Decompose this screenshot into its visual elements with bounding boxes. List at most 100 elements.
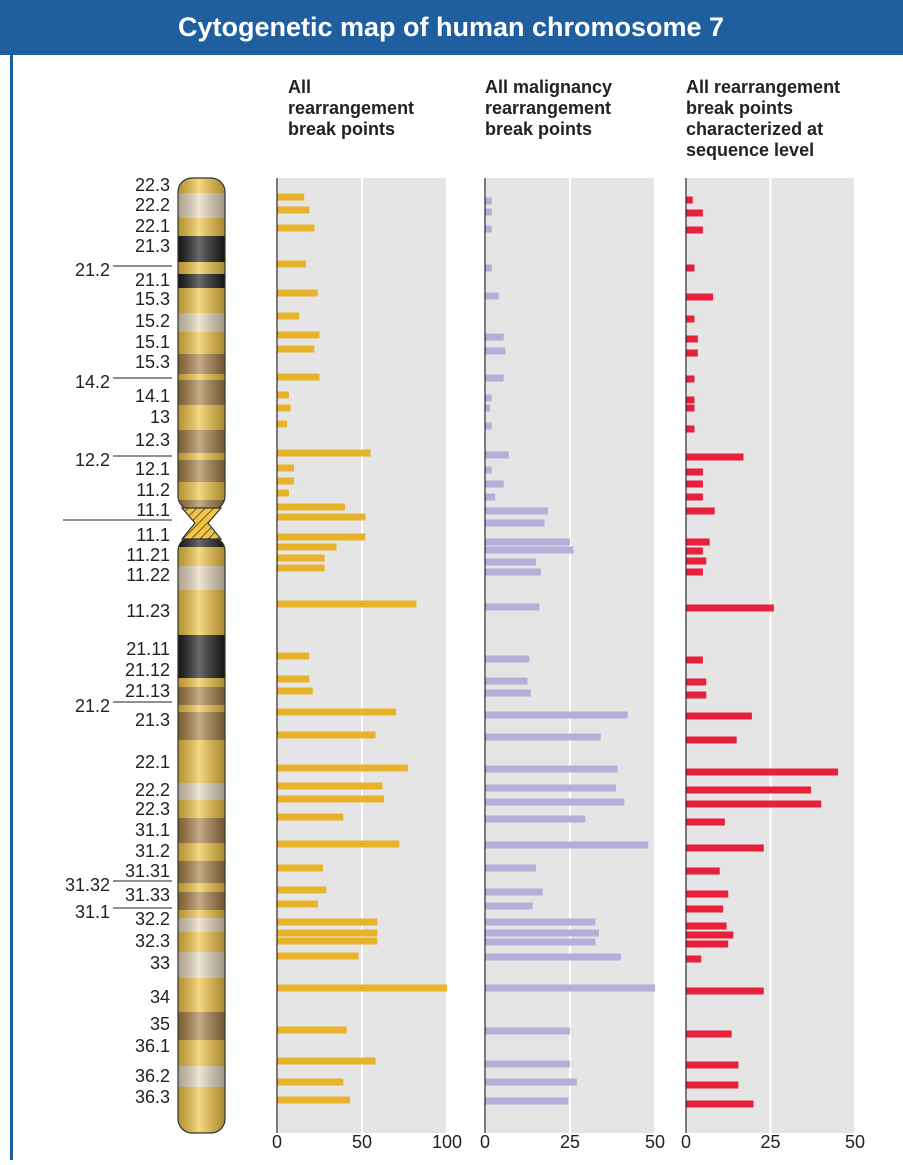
bar: [485, 984, 655, 992]
bar: [277, 886, 327, 894]
bar: [277, 918, 378, 926]
band-label: 32.2: [135, 909, 170, 929]
bar: [277, 206, 310, 214]
x-tick-label: 50: [845, 1132, 865, 1152]
bar: [485, 404, 491, 412]
band-label: 36.1: [135, 1036, 170, 1056]
band-label: 22.2: [135, 780, 170, 800]
bar: [277, 345, 315, 353]
bar: [485, 558, 536, 566]
bar: [485, 953, 621, 961]
title: Cytogenetic map of human chromosome 7: [178, 12, 724, 42]
bar: [277, 929, 378, 937]
bar: [277, 420, 288, 428]
band-label: 21.13: [125, 681, 170, 701]
band-label: 11.1: [136, 525, 170, 545]
band-label: 14.1: [135, 386, 170, 406]
bar: [485, 333, 504, 341]
band-label: 31.1: [75, 902, 110, 922]
bar: [277, 1096, 351, 1104]
x-tick-label: 25: [560, 1132, 580, 1152]
bar: [277, 937, 378, 945]
bar: [485, 765, 618, 773]
bar: [277, 952, 359, 960]
x-tick-label: 0: [480, 1132, 490, 1152]
bar: [686, 349, 698, 357]
bar: [686, 453, 744, 461]
bar: [277, 708, 396, 716]
bar: [686, 786, 812, 794]
x-tick-label: 100: [432, 1132, 462, 1152]
bar: [277, 652, 310, 660]
band-label: 12.1: [135, 459, 170, 479]
band-label: 31.2: [135, 841, 170, 861]
bar: [485, 733, 601, 741]
arm-shade: [177, 536, 226, 1134]
bar: [277, 764, 408, 772]
bar: [277, 543, 337, 551]
bar: [277, 533, 366, 541]
bar: [485, 374, 504, 382]
bar: [686, 547, 703, 555]
bar: [686, 1100, 754, 1108]
bar: [277, 795, 385, 803]
bar: [686, 538, 710, 546]
bar: [485, 815, 586, 823]
bar: [485, 466, 492, 474]
bar: [485, 422, 492, 430]
band-label: 22.3: [135, 799, 170, 819]
band-label: 31.32: [65, 875, 110, 895]
bar: [686, 691, 707, 699]
bar: [277, 513, 366, 521]
bar: [686, 604, 774, 612]
bar: [277, 675, 310, 683]
band-label: 36.2: [135, 1066, 170, 1086]
bar: [686, 768, 839, 776]
band-label: 22.3: [135, 175, 170, 195]
band-label: 21.11: [126, 639, 170, 659]
chromosome: [177, 177, 226, 1134]
band-label: 21.12: [125, 660, 170, 680]
bar: [277, 193, 305, 201]
arm-shade: [177, 177, 226, 511]
bar: [485, 603, 540, 611]
panel-title: break points: [288, 119, 395, 139]
bar: [277, 984, 447, 992]
bar: [485, 493, 496, 501]
frame-edge: [10, 55, 13, 1160]
bar: [485, 655, 530, 663]
bar: [485, 918, 596, 926]
bar: [277, 1057, 376, 1065]
bar: [686, 480, 703, 488]
band-label: 11.23: [126, 601, 170, 621]
band-label: 12.3: [135, 430, 170, 450]
bar: [277, 289, 318, 297]
bar: [277, 373, 320, 381]
bar: [277, 312, 300, 320]
bar: [686, 1081, 739, 1089]
bar: [277, 864, 323, 872]
bar: [686, 226, 703, 234]
bar: [686, 1030, 732, 1038]
panel-title: All malignancy: [485, 77, 612, 97]
bar: [686, 557, 707, 565]
bar: [686, 335, 698, 343]
band-label: 13: [150, 407, 170, 427]
bar: [277, 782, 383, 790]
bar: [277, 813, 344, 821]
title-bar: [0, 0, 903, 55]
bar: [686, 468, 703, 476]
bar: [277, 489, 289, 497]
bar: [686, 396, 695, 404]
band-label: 21.1: [135, 270, 170, 290]
band-label: 22.1: [135, 216, 170, 236]
bar: [277, 840, 400, 848]
band-label: 35: [150, 1014, 170, 1034]
band-label: 11.21: [126, 545, 170, 565]
bar: [277, 260, 306, 268]
band-label: 15.3: [135, 289, 170, 309]
bar: [686, 818, 725, 826]
bar: [277, 1026, 347, 1034]
bar: [686, 931, 734, 939]
bar: [485, 519, 545, 527]
